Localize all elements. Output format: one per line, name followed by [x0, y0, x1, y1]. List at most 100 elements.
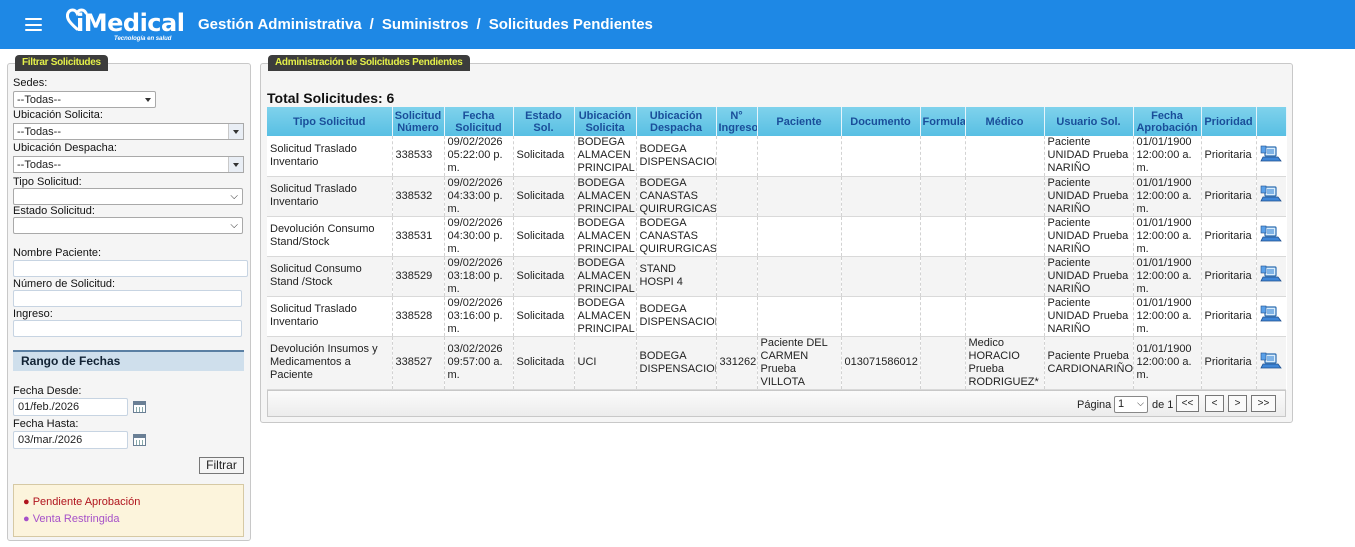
cell-usuario: Paciente Prueba CARDIONARIÑO: [1044, 336, 1134, 390]
cell-ubicacion-solicita: BODEGA ALMACEN PRINCIPAL: [574, 216, 637, 257]
pager-next-button[interactable]: >: [1228, 395, 1247, 412]
fecha-hasta-input[interactable]: 03/mar./2026: [13, 431, 128, 449]
ingreso-label: Ingreso:: [13, 308, 53, 320]
pager-prev-button[interactable]: <: [1205, 395, 1224, 412]
cell-medico: [965, 216, 1045, 257]
cell-solicitud-numero: 338531: [392, 216, 445, 257]
cell-prioridad: Prioritaria: [1201, 136, 1257, 177]
view-details-icon[interactable]: [1260, 265, 1283, 283]
chevron-down-icon: ⌵: [230, 220, 238, 231]
table-row[interactable]: Solicitud Traslado Inventario 338532 09/02…: [267, 176, 1286, 217]
breadcrumb-separator: /: [369, 16, 374, 33]
cell-tipo-solicitud: Solicitud Consumo Stand /Stock: [267, 256, 393, 297]
cell-tipo-solicitud: Solicitud Traslado Inventario: [267, 176, 393, 217]
cell-fecha-solicitud: 09/02/2026 03:16:00 p. m.: [444, 296, 514, 337]
col-medico[interactable]: Médico: [965, 107, 1045, 136]
cell-paciente: Paciente DEL CARMEN Prueba VILLOTA: [757, 336, 842, 390]
cell-solicitud-numero: 338529: [392, 256, 445, 297]
breadcrumb-item-suministros[interactable]: Suministros: [381, 16, 469, 33]
filtrar-button[interactable]: Filtrar: [199, 457, 244, 474]
view-details-icon[interactable]: [1260, 352, 1283, 370]
cell-actions: [1256, 216, 1286, 257]
col-solicitud-numero[interactable]: Solicitud Número: [392, 107, 445, 136]
cell-estado: Solicitada: [513, 296, 575, 337]
view-details-icon[interactable]: [1260, 225, 1283, 243]
table-row[interactable]: Devolución Insumos y Medicamentos a Paci…: [267, 336, 1286, 390]
cell-fecha-aprobacion: 01/01/1900 12:00:00 a. m.: [1133, 336, 1202, 390]
col-usuario-sol[interactable]: Usuario Sol.: [1044, 107, 1134, 136]
total-solicitudes: Total Solicitudes: 6: [267, 90, 395, 106]
col-formula[interactable]: Formula: [920, 107, 966, 136]
cell-usuario: Paciente UNIDAD Prueba NARIÑO: [1044, 256, 1134, 297]
ubicacion-solicita-value: --Todas--: [17, 126, 62, 138]
ingreso-input[interactable]: [13, 320, 242, 337]
cell-actions: [1256, 176, 1286, 217]
pager-last-button[interactable]: >>: [1251, 395, 1276, 412]
cell-documento: [841, 296, 921, 337]
view-details-icon[interactable]: [1260, 305, 1283, 323]
view-details-icon[interactable]: [1260, 185, 1283, 203]
cell-ingreso: [716, 296, 758, 337]
hamburger-menu-icon[interactable]: [0, 0, 66, 49]
cell-documento: [841, 216, 921, 257]
dropdown-arrow-icon[interactable]: [228, 157, 243, 172]
cell-ubicacion-solicita: BODEGA ALMACEN PRINCIPAL: [574, 176, 637, 217]
col-estado-sol[interactable]: Estado Sol.: [513, 107, 575, 136]
breadcrumb-item-gestion[interactable]: Gestión Administrativa: [198, 16, 362, 33]
table-row[interactable]: Solicitud Traslado Inventario 338528 09/02…: [267, 296, 1286, 337]
top-bar: iMedical Tecnología en salud Gestión Adm…: [0, 0, 1355, 49]
col-ubicacion-despacha[interactable]: Ubicación Despacha: [636, 107, 717, 136]
cell-documento: 013071586012: [841, 336, 921, 390]
col-fecha-solicitud[interactable]: Fecha Solicitud: [444, 107, 514, 136]
cell-ingreso: 331262: [716, 336, 758, 390]
table-row[interactable]: Solicitud Traslado Inventario 338533 09/02…: [267, 136, 1286, 177]
ubicacion-despacha-value: --Todas--: [17, 159, 62, 171]
cell-actions: [1256, 136, 1286, 177]
ubicacion-solicita-select[interactable]: --Todas--: [13, 123, 244, 140]
tipo-solicitud-select[interactable]: ⌵: [13, 188, 243, 205]
cell-fecha-solicitud: 09/02/2026 04:33:00 p. m.: [444, 176, 514, 217]
col-numero-ingreso[interactable]: N° Ingreso: [716, 107, 758, 136]
cell-usuario: Paciente UNIDAD Prueba NARIÑO: [1044, 216, 1134, 257]
col-prioridad[interactable]: Prioridad: [1201, 107, 1257, 136]
col-tipo-solicitud[interactable]: Tipo Solicitud: [267, 107, 393, 136]
col-documento[interactable]: Documento: [841, 107, 921, 136]
view-details-icon[interactable]: [1260, 145, 1283, 163]
calendar-icon[interactable]: [133, 434, 146, 446]
pager-page-select[interactable]: 1 ⌵: [1114, 396, 1148, 413]
fecha-desde-input[interactable]: 01/feb./2026: [13, 398, 128, 416]
cell-actions: [1256, 296, 1286, 337]
nombre-paciente-input[interactable]: [13, 260, 248, 277]
cell-paciente: [757, 296, 842, 337]
cell-ubicacion-despacha: BODEGA DISPENSACION: [636, 336, 717, 390]
app-logo[interactable]: iMedical Tecnología en salud: [66, 5, 185, 45]
cell-ingreso: [716, 176, 758, 217]
dropdown-arrow-icon[interactable]: [228, 124, 243, 139]
ubicacion-despacha-select[interactable]: --Todas--: [13, 156, 244, 173]
cell-ubicacion-despacha: BODEGA DISPENSACION: [636, 136, 717, 177]
table-row[interactable]: Devolución Consumo Stand/Stock 338531 09/0…: [267, 216, 1286, 257]
numero-solicitud-input[interactable]: [13, 290, 242, 307]
cell-medico: [965, 136, 1045, 177]
numero-solicitud-label: Número de Solicitud:: [13, 278, 116, 290]
cell-paciente: [757, 136, 842, 177]
col-ubicacion-solicita[interactable]: Ubicación Solicita: [574, 107, 637, 136]
logo-text: iMedical: [76, 8, 185, 37]
cell-actions: [1256, 336, 1286, 390]
col-paciente[interactable]: Paciente: [757, 107, 842, 136]
cell-documento: [841, 256, 921, 297]
pager-first-button[interactable]: <<: [1176, 395, 1199, 412]
nombre-paciente-label: Nombre Paciente:: [13, 247, 102, 259]
table-row[interactable]: Solicitud Consumo Stand /Stock 338529 09/0…: [267, 256, 1286, 297]
cell-ubicacion-solicita: BODEGA ALMACEN PRINCIPAL: [574, 136, 637, 177]
col-fecha-aprobacion[interactable]: Fecha Aprobación: [1133, 107, 1202, 136]
logo-subtitle: Tecnología en salud: [114, 35, 172, 42]
sedes-select[interactable]: --Todas--: [13, 91, 156, 108]
cell-estado: Solicitada: [513, 256, 575, 297]
estado-solicitud-label: Estado Solicitud:: [13, 205, 95, 217]
calendar-icon[interactable]: [133, 401, 146, 413]
breadcrumb-item-solicitudes: Solicitudes Pendientes: [488, 16, 653, 33]
cell-fecha-aprobacion: 01/01/1900 12:00:00 a. m.: [1133, 176, 1202, 217]
estado-solicitud-select[interactable]: ⌵: [13, 217, 243, 234]
cell-ubicacion-despacha: STAND HOSPI 4: [636, 256, 717, 297]
